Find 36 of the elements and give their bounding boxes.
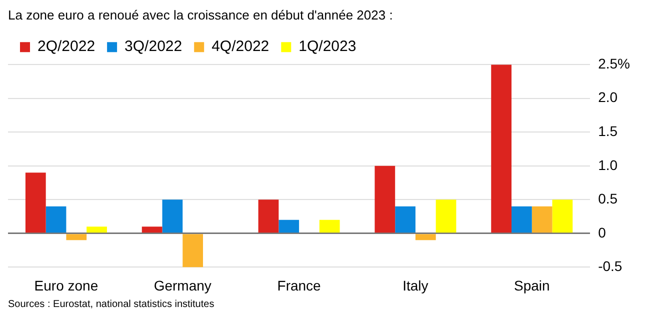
legend-label: 4Q/2022 xyxy=(212,38,270,56)
x-tick-label: Italy xyxy=(402,277,428,294)
bar xyxy=(66,234,87,240)
bar xyxy=(374,166,396,233)
bar xyxy=(258,200,279,233)
y-tick-label: 2.0 xyxy=(598,89,618,106)
y-tick-label: 2.5% xyxy=(598,55,630,72)
x-tick-label: Germany xyxy=(154,277,212,294)
bar xyxy=(182,234,203,268)
legend-label: 2Q/2022 xyxy=(38,38,96,56)
y-tick-label: -0.5 xyxy=(598,258,622,274)
y-tick-label: 0.5 xyxy=(598,190,618,207)
bar xyxy=(395,206,416,233)
x-tick-label: Euro zone xyxy=(34,277,98,294)
source-note: Sources : Eurostat, national statistics institutes xyxy=(8,299,216,310)
legend-label: 1Q/2023 xyxy=(298,38,356,56)
bar xyxy=(491,64,512,233)
bar xyxy=(512,206,532,233)
x-tick-label: France xyxy=(277,277,322,294)
bar xyxy=(415,234,436,240)
bar xyxy=(142,226,162,233)
bar xyxy=(552,200,573,233)
bar xyxy=(532,206,552,233)
y-tick-label: 1.5 xyxy=(598,122,618,139)
y-tick-label: 1.0 xyxy=(598,156,618,173)
bar xyxy=(319,220,340,233)
legend-label: 3Q/2022 xyxy=(124,38,182,56)
chart-title: La zone euro a renoué avec la croissance en début d'année 2023 : xyxy=(8,7,393,22)
bar xyxy=(46,206,66,233)
bar xyxy=(25,172,46,233)
bar xyxy=(86,226,107,233)
bar xyxy=(436,200,456,233)
x-tick-label: Spain xyxy=(514,277,550,294)
bar xyxy=(278,220,300,233)
bar xyxy=(162,200,183,233)
y-tick-label: 0 xyxy=(598,224,606,240)
